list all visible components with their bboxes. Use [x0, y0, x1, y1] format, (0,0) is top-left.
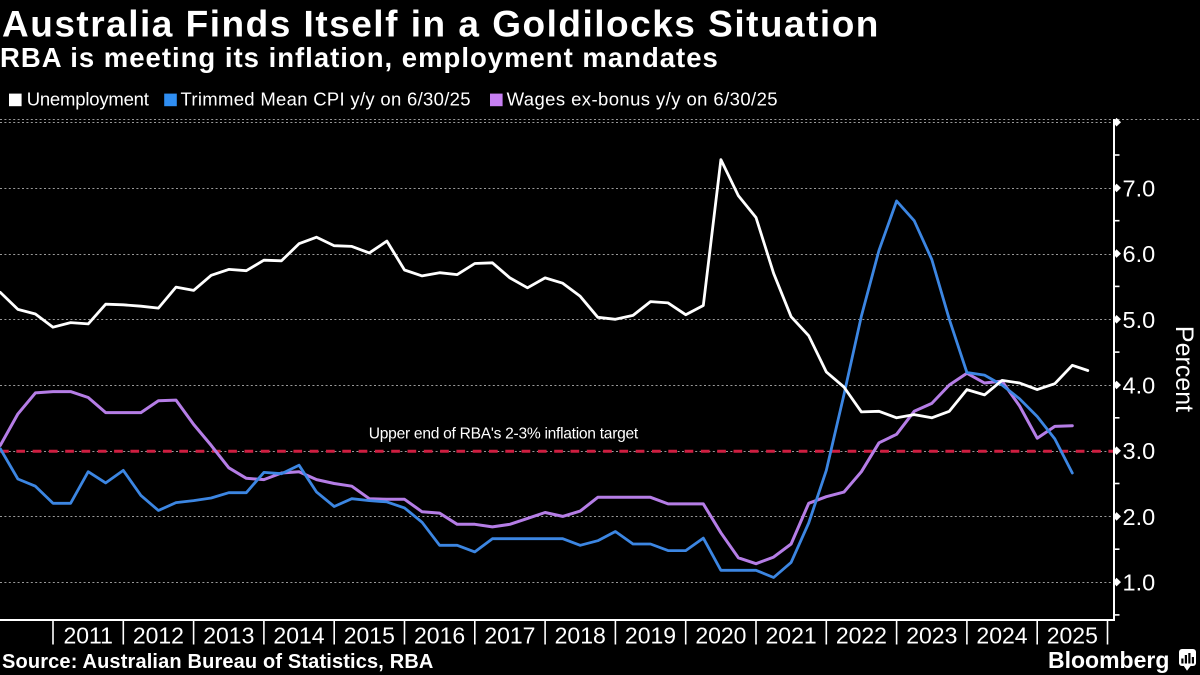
svg-text:5.0: 5.0	[1123, 307, 1156, 333]
svg-text:2016: 2016	[414, 623, 465, 649]
svg-text:2015: 2015	[344, 623, 395, 649]
svg-text:2014: 2014	[273, 623, 324, 649]
svg-text:Source: Australian Bureau of S: Source: Australian Bureau of Statistics,…	[2, 651, 434, 673]
svg-text:2020: 2020	[695, 623, 746, 649]
svg-text:2013: 2013	[203, 623, 254, 649]
svg-text:Trimmed Mean CPI y/y on 6/30/2: Trimmed Mean CPI y/y on 6/30/25	[181, 89, 471, 110]
svg-text:2024: 2024	[976, 623, 1027, 649]
svg-text:2018: 2018	[555, 623, 606, 649]
svg-text:2017: 2017	[484, 623, 535, 649]
svg-text:2025: 2025	[1047, 623, 1098, 649]
svg-text:Upper end of RBA's 2-3% inflat: Upper end of RBA's 2-3% inflation target	[369, 426, 639, 443]
svg-text:2.0: 2.0	[1123, 504, 1156, 530]
svg-text:6.0: 6.0	[1123, 241, 1156, 267]
svg-text:3.0: 3.0	[1123, 438, 1156, 464]
svg-text:2022: 2022	[836, 623, 887, 649]
svg-text:2011: 2011	[63, 623, 112, 649]
svg-text:4.0: 4.0	[1123, 373, 1156, 399]
svg-text:1.0: 1.0	[1123, 570, 1156, 596]
svg-text:Wages ex-bonus y/y on 6/30/25: Wages ex-bonus y/y on 6/30/25	[507, 89, 778, 110]
svg-text:2012: 2012	[133, 623, 184, 649]
svg-text:Australia Finds Itself in a Go: Australia Finds Itself in a Goldilocks S…	[2, 4, 880, 45]
svg-text:Percent: Percent	[1170, 326, 1198, 412]
svg-text:Bloomberg: Bloomberg	[1048, 647, 1169, 673]
svg-text:7.0: 7.0	[1123, 175, 1156, 201]
svg-text:RBA is meeting its inflation,: RBA is meeting its inflation, employment…	[0, 42, 719, 73]
svg-text:2019: 2019	[625, 623, 676, 649]
svg-text:2023: 2023	[906, 623, 957, 649]
svg-text:Unemployment: Unemployment	[27, 89, 149, 110]
svg-text:2021: 2021	[766, 623, 817, 649]
